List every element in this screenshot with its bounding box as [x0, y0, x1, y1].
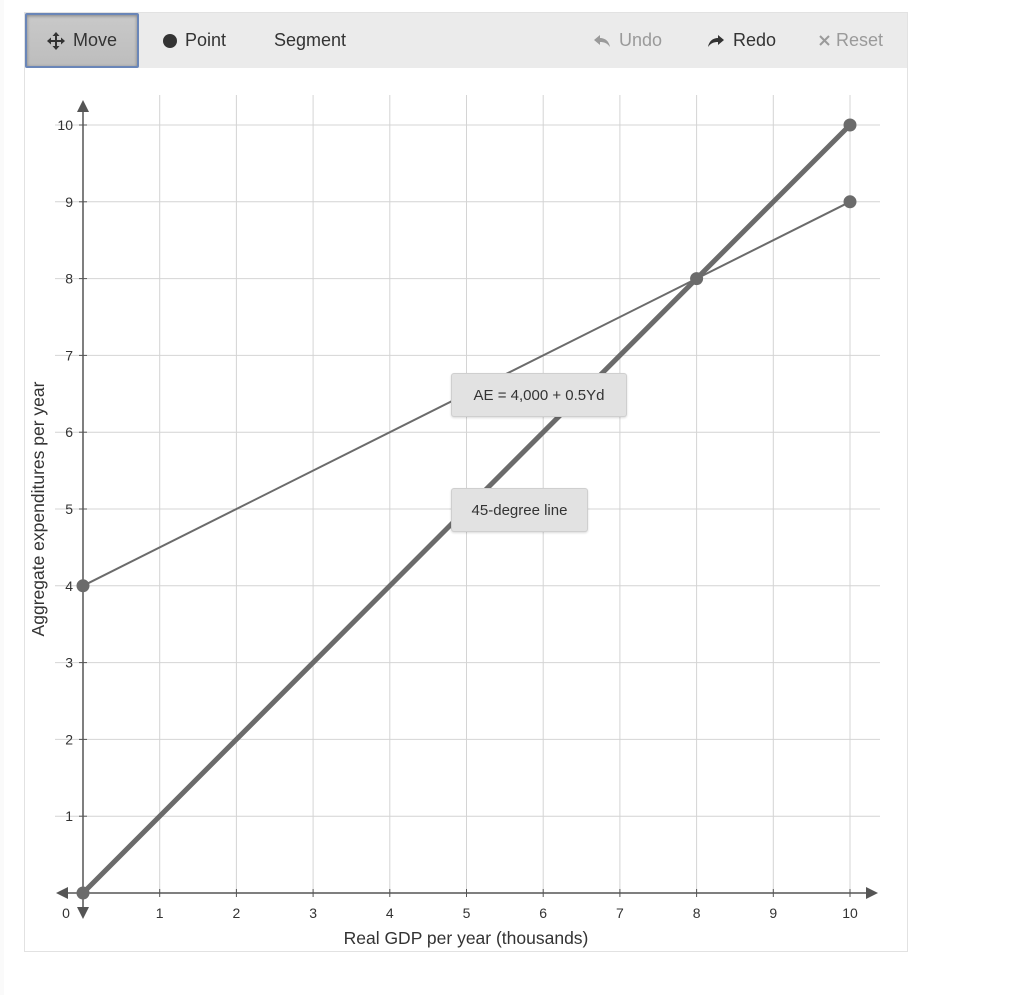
y-tick-label: 8	[65, 271, 73, 287]
x-tick-label: 1	[156, 905, 164, 921]
ae-line-label[interactable]: AE = 4,000 + 0.5Yd	[451, 373, 627, 417]
x-tick-label: 0	[62, 905, 70, 921]
y-tick-label: 1	[65, 808, 73, 824]
segment-button[interactable]: Segment	[274, 13, 346, 68]
x-icon	[819, 35, 830, 46]
y-tick-label: 9	[65, 194, 73, 210]
x-axis-title: Real GDP per year (thousands)	[344, 928, 589, 948]
reset-button[interactable]: Reset	[819, 13, 883, 68]
y-axis-arrow-down	[77, 907, 89, 919]
graph-point[interactable]	[76, 579, 90, 593]
left-edge	[0, 0, 4, 995]
filled-circle-icon	[163, 33, 177, 48]
graph-point[interactable]	[690, 272, 704, 286]
graph-point[interactable]	[843, 118, 857, 132]
undo-label: Undo	[619, 30, 663, 50]
y-tick-label: 3	[65, 655, 73, 671]
undo-arrow-icon	[593, 34, 611, 48]
x-axis-arrow-left	[56, 887, 68, 899]
x-tick-label: 5	[463, 905, 471, 921]
x-tick-label: 7	[616, 905, 624, 921]
x-tick-label: 8	[693, 905, 701, 921]
forty-five-degree-line-label[interactable]: 45-degree line	[451, 488, 588, 532]
x-tick-label: 9	[769, 905, 777, 921]
y-axis-arrow-up	[77, 100, 89, 112]
point-button[interactable]: Point	[163, 13, 226, 68]
toolbar: Move Point Segment Undo Red	[25, 13, 907, 68]
move-label: Move	[72, 30, 117, 50]
segment-label: Segment	[274, 30, 347, 50]
y-tick-label: 2	[65, 731, 73, 747]
x-axis-arrow-right	[866, 887, 878, 899]
y-tick-label: 6	[65, 424, 73, 440]
point-label: Point	[185, 30, 227, 50]
y-tick-label: 10	[57, 117, 73, 133]
x-tick-label: 3	[309, 905, 317, 921]
move-button[interactable]: Move	[25, 13, 139, 68]
y-tick-label: 5	[65, 501, 73, 517]
y-axis-title: Aggregate expenditures per year	[28, 381, 48, 636]
move-arrows-icon	[46, 31, 65, 50]
graph-point[interactable]	[76, 886, 90, 900]
x-tick-label: 2	[233, 905, 241, 921]
redo-button[interactable]: Redo	[707, 13, 776, 68]
y-tick-label: 4	[65, 578, 73, 594]
x-tick-label: 4	[386, 905, 394, 921]
y-tick-label: 7	[65, 347, 73, 363]
graph-point[interactable]	[843, 195, 857, 209]
x-tick-label: 6	[539, 905, 547, 921]
x-tick-label: 10	[842, 905, 858, 921]
redo-label: Redo	[733, 30, 777, 50]
undo-button[interactable]: Undo	[593, 13, 662, 68]
redo-arrow-icon	[707, 34, 725, 48]
reset-label: Reset	[836, 30, 884, 50]
